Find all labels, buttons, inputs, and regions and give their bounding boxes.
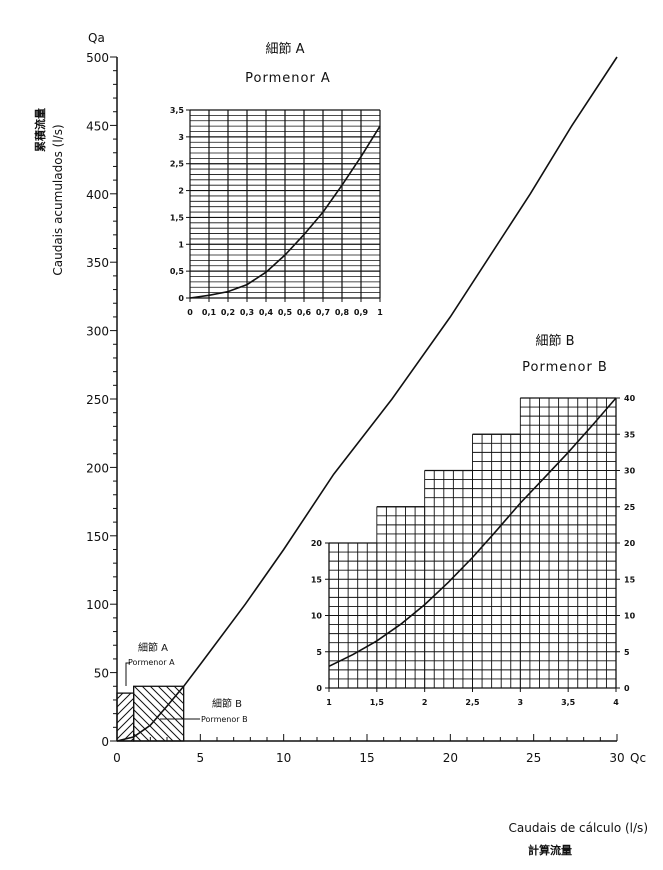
x-tick-label: 15 <box>359 751 374 765</box>
x-tick-label: 3,5 <box>561 698 576 707</box>
x-tick-label: 0,6 <box>297 308 312 317</box>
x-tick-label: 2 <box>422 698 428 707</box>
y-axis-label: Caudais acumulados (l/s) <box>51 124 65 275</box>
x-tick-label: 20 <box>443 751 458 765</box>
x-tick-label: 0 <box>113 751 121 765</box>
detail-a-title-cn: 細節 A <box>265 42 304 57</box>
x-tick-label: 2,5 <box>465 698 480 707</box>
y-tick-label: 2,5 <box>170 160 185 169</box>
region-b-label-cn: 細節 B <box>212 697 242 710</box>
x-tick-label: 5 <box>197 751 205 765</box>
y-tick-label: 50 <box>94 667 109 681</box>
x-axis-label-cn: 計算流量 <box>528 843 572 857</box>
detail-a-chart: 0 0,1 0,2 0,3 0,4 0,5 0,6 0,7 0,8 0,9 1 0 0,5 1 1,5 2 2,… <box>170 106 383 317</box>
y-tick-label-right: 5 <box>624 648 630 657</box>
x-tick-label: 0,8 <box>335 308 350 317</box>
y-tick-label-right: 40 <box>624 394 636 403</box>
x-axis-label: Caudais de cálculo (l/s) <box>509 821 649 835</box>
y-tick-label-right: 10 <box>624 612 636 621</box>
y-tick-label: 0,5 <box>170 267 185 276</box>
x-tick-label: 0,9 <box>354 308 369 317</box>
y-tick-label: 500 <box>86 51 109 65</box>
y-tick-label: 0 <box>178 294 184 303</box>
y-tick-label: 2 <box>178 187 184 196</box>
region-b-label: Pormenor B <box>201 715 248 724</box>
y-tick-label: 3,5 <box>170 106 185 115</box>
x-tick-label: 30 <box>609 751 624 765</box>
y-tick-label-right: 25 <box>624 503 636 512</box>
y-tick-label-left: 10 <box>311 612 323 621</box>
y-tick-label-left: 0 <box>316 684 322 693</box>
y-tick-label-left: 20 <box>311 539 323 548</box>
y-tick-label-right: 20 <box>624 539 636 548</box>
y-tick-label: 3 <box>178 133 184 142</box>
x-tick-label: 0,2 <box>221 308 235 317</box>
y-tick-label-left: 15 <box>311 575 323 584</box>
x-tick-label: 10 <box>276 751 291 765</box>
y-tick-label: 400 <box>86 188 109 202</box>
region-a-leader <box>125 662 130 686</box>
region-a-label: Pormenor A <box>128 658 175 667</box>
detail-b-title: Pormenor B <box>522 360 608 375</box>
y-tick-label: 1,5 <box>170 213 185 222</box>
x-tick-label: 0,4 <box>259 308 274 317</box>
x-tick-label: 1 <box>377 308 383 317</box>
y-tick-label-left: 5 <box>316 648 322 657</box>
x-tick-label: 0 <box>187 308 193 317</box>
y-tick-label-right: 15 <box>624 575 636 584</box>
x-tick-label: 3 <box>518 698 524 707</box>
y-tick-label-right: 35 <box>624 430 636 439</box>
y-tick-label: 200 <box>86 461 109 475</box>
x-tick-label: 0,3 <box>240 308 254 317</box>
y-tick-label: 0 <box>101 735 109 749</box>
series-line <box>189 125 381 299</box>
detail-a-region <box>116 692 135 742</box>
x-tick-label: 0,7 <box>316 308 330 317</box>
y-tick-label: 150 <box>86 530 109 544</box>
y-tick-label-right: 0 <box>624 684 630 693</box>
y-tick-label: 100 <box>86 598 109 612</box>
y-tick-label-right: 30 <box>624 467 636 476</box>
x-tick-label: 4 <box>613 698 619 707</box>
detail-b-title-cn: 細節 B <box>535 334 574 349</box>
y-tick-label: 300 <box>86 325 109 339</box>
x-tick-label: 0,1 <box>202 308 217 317</box>
x-tick-label: 0,5 <box>278 308 293 317</box>
y-axis-label-cn: 累積流量 <box>33 108 47 152</box>
y-tick-label: 350 <box>86 256 109 270</box>
y-tick-label: 250 <box>86 393 109 407</box>
x-tick-label: 1 <box>326 698 332 707</box>
region-a-label-cn: 細節 A <box>138 641 168 654</box>
x-tick-label: 25 <box>526 751 541 765</box>
y-axis-symbol: Qa <box>88 31 105 45</box>
x-axis-symbol: Qc <box>630 751 646 765</box>
detail-a-title: Pormenor A <box>245 71 331 86</box>
x-tick-label: 1,5 <box>370 698 385 707</box>
y-tick-label: 1 <box>178 240 184 249</box>
y-tick-label: 450 <box>86 119 109 133</box>
series-line <box>328 397 617 668</box>
series-line <box>116 56 618 742</box>
